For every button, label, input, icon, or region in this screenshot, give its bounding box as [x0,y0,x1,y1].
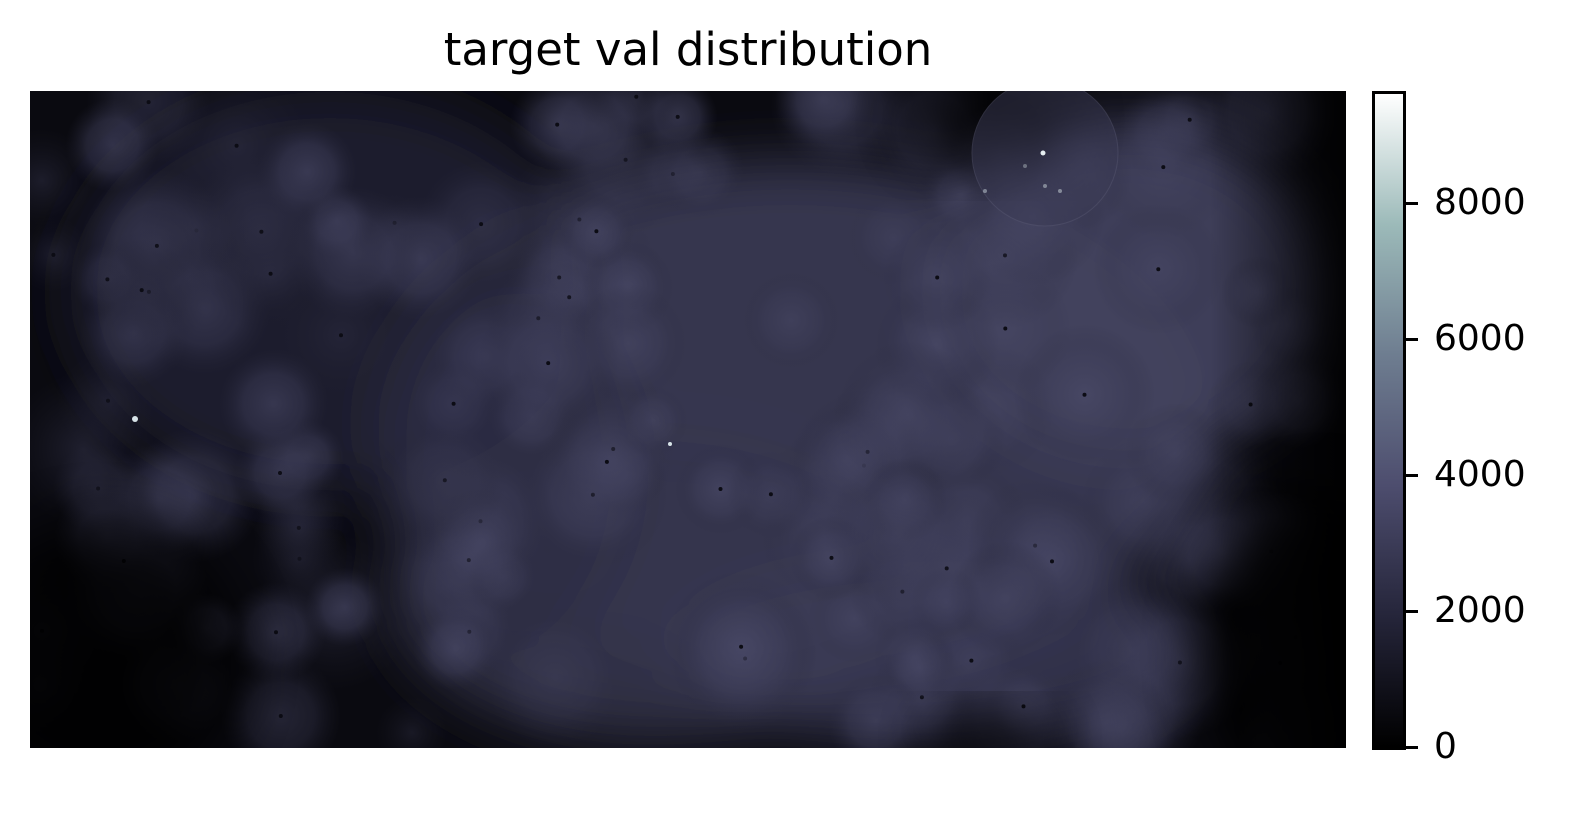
heatmap-dot [274,630,278,635]
heatmap-dot [278,714,283,718]
colorbar-tick-label: 4000 [1434,453,1526,495]
heatmap-blob [947,541,1063,656]
colorbar-tick-mark [1406,337,1418,341]
colorbar-tick-label: 6000 [1434,317,1526,359]
heatmap-dot [51,252,56,257]
heatmap-blob [126,427,263,564]
colorbar-tick-mark [1406,473,1418,477]
heatmap-blob [484,606,626,748]
heatmap-image [30,91,1346,748]
heatmap-dot [139,288,144,293]
heatmap-blob [595,91,677,138]
chart-title: target val distribution [443,23,933,76]
heatmap-field [30,91,1346,748]
colorbar-tick-label: 8000 [1434,181,1526,223]
heatmap-dot [594,229,599,234]
heatmap-blob [1041,659,1170,748]
heatmap-dot [1082,392,1087,397]
heatmap-dot [768,492,773,497]
heatmap-dot [555,122,560,127]
heatmap-dot [739,644,744,649]
heatmap-dot [234,143,239,148]
heatmap-dot [1161,165,1166,170]
heatmap-blob [30,372,160,526]
heatmap-dot [451,401,456,406]
heatmap-dot [268,271,273,276]
heatmap-peak [132,416,138,422]
heatmap-dot [1156,267,1161,272]
heatmap-dot [1187,117,1192,122]
heatmap-dot [1021,704,1026,709]
colorbar [1372,91,1406,750]
heatmap-dot [546,361,551,366]
colorbar-tick-mark [1406,201,1418,205]
heatmap-dot [718,487,723,491]
heatmap-blob [426,488,535,596]
colorbar-tick-label: 2000 [1434,589,1526,631]
heatmap-blob [1124,402,1227,505]
heatmap-blob [655,127,746,218]
heatmap-dot [604,459,609,464]
colorbar-tick-label: 0 [1434,726,1457,767]
heatmap-blob [826,672,925,748]
heatmap-dot [1003,326,1008,331]
heatmap-dot [935,275,940,280]
heatmap-peak [668,442,672,446]
heatmap-blob [375,696,449,748]
colorbar-tick-mark [1406,746,1418,749]
heatmap-dot [969,658,974,663]
heatmap-blob [218,349,329,459]
heatmap-dot [1050,559,1054,564]
heatmap-blob [823,459,970,606]
heatmap-blob [741,270,842,371]
heatmap-dot [146,100,151,105]
heatmap-dot [339,333,343,338]
colorbar-tick-mark [1406,609,1418,613]
heatmap-blob [412,606,498,692]
heatmap-blob [509,91,605,173]
heatmap-blob [774,91,872,148]
heatmap-dot [634,94,639,99]
heatmap-blob [248,453,358,562]
heatmap-blob [65,98,160,192]
heatmap-dot [479,222,484,227]
